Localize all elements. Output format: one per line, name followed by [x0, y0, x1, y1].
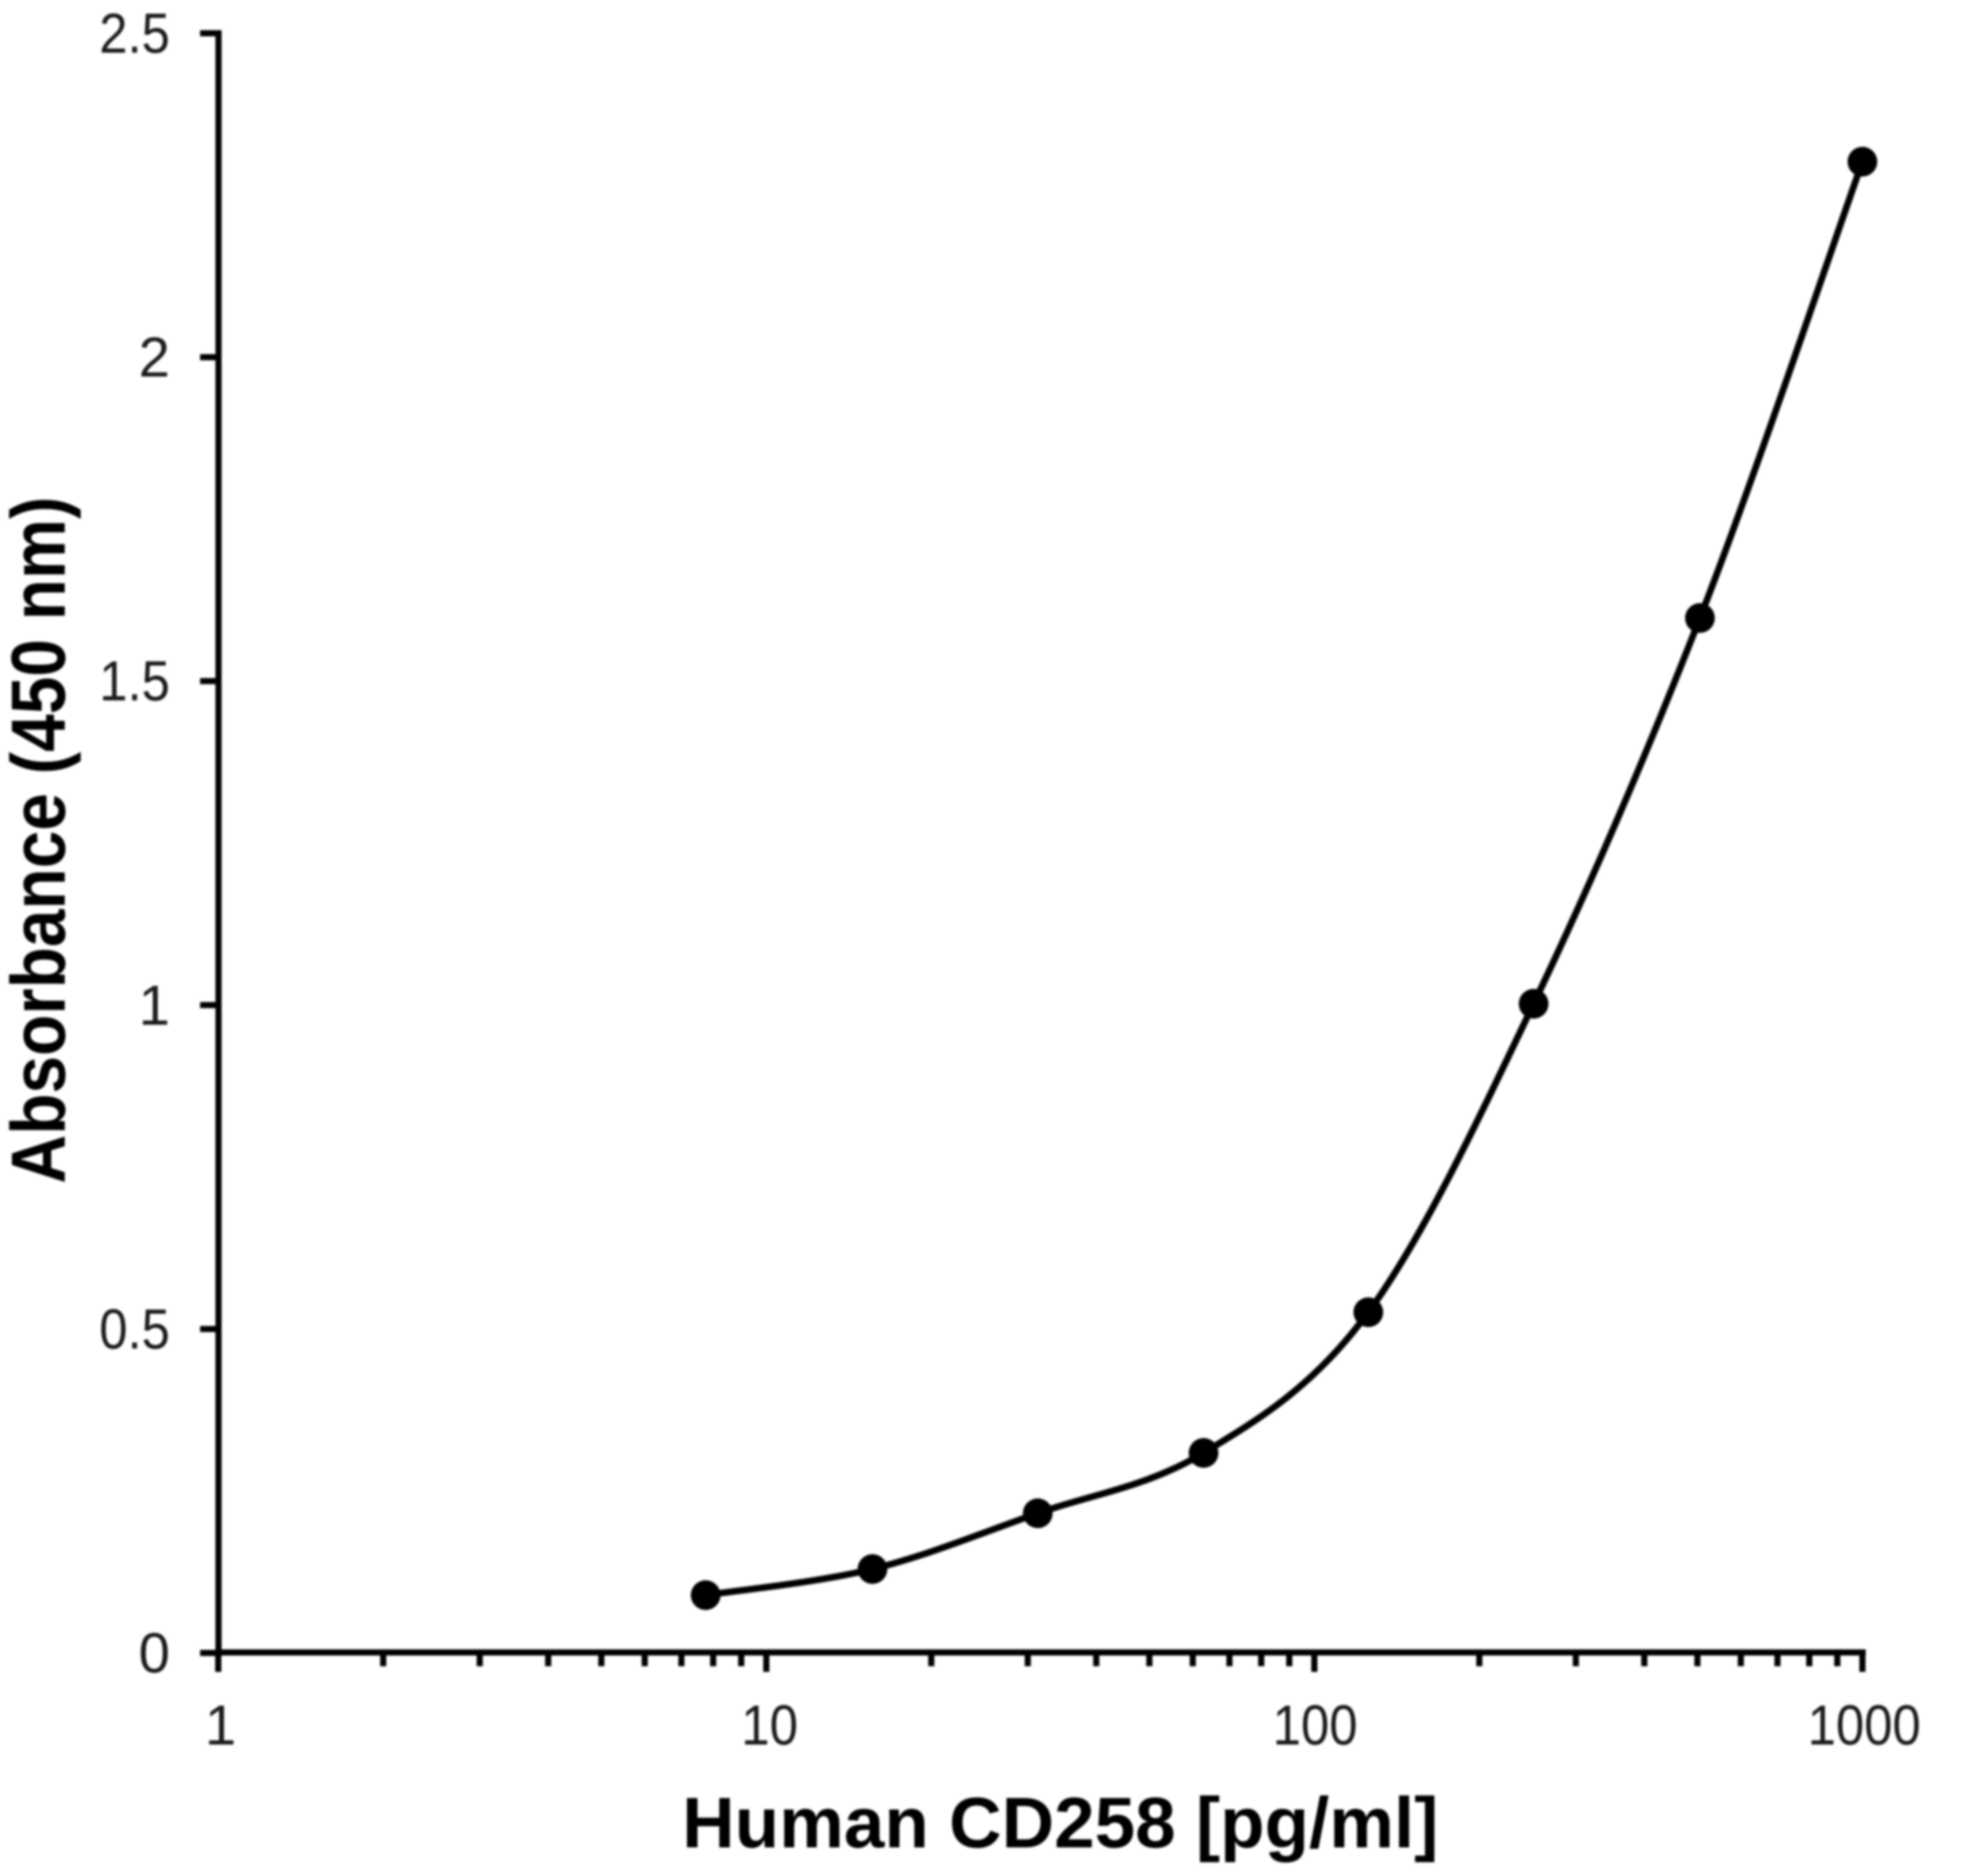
svg-text:Human CD258 [pg/ml]: Human CD258 [pg/ml]: [682, 1782, 1438, 1863]
svg-text:1: 1: [205, 1694, 236, 1757]
svg-text:0: 0: [139, 1622, 170, 1685]
svg-text:Absorbance (450 nm): Absorbance (450 nm): [0, 497, 81, 1184]
svg-text:1000: 1000: [1808, 1694, 1921, 1757]
svg-text:100: 100: [1273, 1694, 1358, 1757]
svg-text:0.5: 0.5: [99, 1298, 170, 1361]
svg-text:2: 2: [139, 326, 170, 389]
svg-text:1.5: 1.5: [99, 650, 170, 713]
svg-text:1: 1: [139, 974, 170, 1037]
svg-text:2.5: 2.5: [99, 2, 170, 65]
svg-text:10: 10: [741, 1694, 798, 1757]
